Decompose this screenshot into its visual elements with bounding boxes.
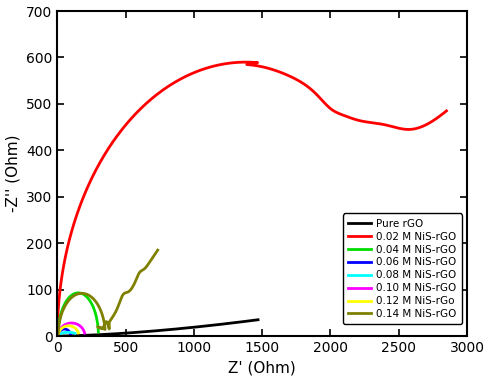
0.10 M NiS-rGO: [69, 321, 74, 325]
Line: Pure rGO: Pure rGO: [57, 320, 258, 336]
0.08 M NiS-rGO: [57, 331, 63, 336]
0.08 M NiS-rGO: [56, 332, 62, 337]
0.14 M NiS-rGO: [116, 302, 122, 306]
0.06 M NiS-rGO: [55, 334, 61, 338]
Pure rGO: [173, 327, 179, 331]
0.10 M NiS-rGO: [81, 328, 87, 333]
0.10 M NiS-rGO: [57, 327, 63, 331]
0.06 M NiS-rGO: [64, 327, 70, 332]
0.06 M NiS-rGO: [67, 330, 73, 335]
Line: 0.06 M NiS-rGO: 0.06 M NiS-rGO: [58, 329, 71, 336]
0.08 M NiS-rGO: [64, 330, 70, 335]
0.12 M NiS-rGo: [74, 328, 80, 333]
0.08 M NiS-rGO: [55, 334, 61, 338]
0.04 M NiS-rGO: [61, 303, 67, 307]
0.04 M NiS-rGO: [58, 311, 64, 315]
0.04 M NiS-rGO: [96, 330, 101, 334]
Pure rGO: [177, 326, 183, 331]
0.08 M NiS-rGO: [65, 330, 71, 335]
Line: 0.14 M NiS-rGO: 0.14 M NiS-rGO: [58, 250, 158, 336]
0.08 M NiS-rGO: [72, 331, 78, 336]
0.14 M NiS-rGO: [111, 313, 117, 318]
0.08 M NiS-rGO: [58, 331, 64, 336]
0.02 M NiS-rGO: [100, 155, 106, 160]
0.02 M NiS-rGO: [363, 120, 368, 124]
0.14 M NiS-rGO: [95, 303, 101, 307]
0.10 M NiS-rGO: [81, 330, 87, 334]
Pure rGO: [236, 320, 242, 324]
0.02 M NiS-rGO: [54, 334, 60, 338]
0.14 M NiS-rGO: [153, 250, 159, 255]
0.02 M NiS-rGO: [341, 113, 346, 118]
0.14 M NiS-rGO: [151, 254, 157, 258]
0.06 M NiS-rGO: [62, 327, 68, 331]
Y-axis label: -Z'' (Ohm): -Z'' (Ohm): [5, 135, 21, 212]
Pure rGO: [174, 327, 180, 331]
0.04 M NiS-rGO: [95, 319, 100, 324]
Legend: Pure rGO, 0.02 M NiS-rGO, 0.04 M NiS-rGO, 0.06 M NiS-rGO, 0.08 M NiS-rGO, 0.10 M: Pure rGO, 0.02 M NiS-rGO, 0.04 M NiS-rGO…: [343, 213, 462, 324]
0.02 M NiS-rGO: [71, 222, 76, 227]
0.12 M NiS-rGo: [62, 324, 68, 329]
Pure rGO: [255, 317, 261, 322]
0.06 M NiS-rGO: [63, 327, 69, 331]
0.10 M NiS-rGO: [55, 334, 61, 338]
0.12 M NiS-rGo: [69, 324, 74, 328]
0.12 M NiS-rGo: [68, 324, 74, 328]
0.04 M NiS-rGO: [95, 324, 101, 328]
0.10 M NiS-rGO: [68, 321, 74, 325]
0.14 M NiS-rGO: [55, 334, 61, 338]
X-axis label: Z' (Ohm): Z' (Ohm): [228, 360, 296, 375]
0.10 M NiS-rGO: [82, 331, 88, 336]
0.04 M NiS-rGO: [55, 326, 61, 330]
Pure rGO: [54, 334, 60, 338]
Line: 0.08 M NiS-rGO: 0.08 M NiS-rGO: [58, 332, 75, 336]
0.12 M NiS-rGo: [66, 323, 72, 328]
0.04 M NiS-rGO: [75, 291, 81, 295]
0.06 M NiS-rGO: [60, 327, 66, 331]
0.10 M NiS-rGO: [71, 321, 77, 326]
0.14 M NiS-rGO: [104, 321, 110, 325]
0.02 M NiS-rGO: [242, 60, 248, 64]
Pure rGO: [223, 321, 229, 326]
0.12 M NiS-rGo: [67, 323, 73, 328]
0.06 M NiS-rGO: [68, 332, 74, 336]
Line: 0.02 M NiS-rGO: 0.02 M NiS-rGO: [57, 62, 446, 336]
Line: 0.10 M NiS-rGO: 0.10 M NiS-rGO: [58, 323, 85, 336]
0.04 M NiS-rGO: [55, 334, 61, 338]
0.04 M NiS-rGO: [55, 328, 61, 333]
0.02 M NiS-rGO: [443, 109, 449, 113]
0.06 M NiS-rGO: [64, 327, 70, 332]
0.10 M NiS-rGO: [58, 326, 64, 330]
Line: 0.04 M NiS-rGO: 0.04 M NiS-rGO: [58, 293, 98, 336]
0.06 M NiS-rGO: [63, 327, 69, 331]
0.12 M NiS-rGo: [75, 331, 81, 335]
0.02 M NiS-rGO: [192, 70, 198, 74]
0.08 M NiS-rGO: [57, 331, 63, 336]
0.12 M NiS-rGo: [55, 334, 61, 338]
0.12 M NiS-rGo: [70, 324, 75, 329]
0.08 M NiS-rGO: [58, 331, 64, 336]
0.02 M NiS-rGO: [92, 170, 98, 174]
Line: 0.12 M NiS-rGo: 0.12 M NiS-rGo: [58, 326, 78, 336]
Pure rGO: [55, 334, 61, 338]
0.14 M NiS-rGO: [155, 248, 161, 253]
